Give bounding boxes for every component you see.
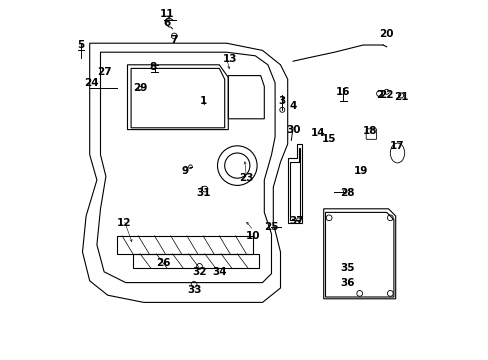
Text: 15: 15 bbox=[321, 134, 336, 144]
Text: 14: 14 bbox=[310, 128, 325, 138]
Text: 20: 20 bbox=[379, 29, 393, 39]
Text: 2: 2 bbox=[375, 90, 382, 100]
Text: 30: 30 bbox=[285, 125, 300, 135]
Text: 10: 10 bbox=[246, 231, 260, 241]
Text: 32: 32 bbox=[192, 267, 206, 277]
Text: 24: 24 bbox=[84, 78, 99, 88]
Text: 9: 9 bbox=[181, 166, 188, 176]
Text: 29: 29 bbox=[133, 83, 147, 93]
Text: 7: 7 bbox=[170, 35, 178, 45]
Text: 5: 5 bbox=[77, 40, 84, 50]
Text: 33: 33 bbox=[186, 285, 201, 295]
Text: 16: 16 bbox=[336, 87, 350, 97]
Text: 12: 12 bbox=[117, 218, 131, 228]
Text: 34: 34 bbox=[212, 267, 226, 277]
Text: 3: 3 bbox=[278, 96, 285, 106]
Text: 35: 35 bbox=[339, 263, 354, 273]
Text: 23: 23 bbox=[239, 173, 253, 183]
Text: 22: 22 bbox=[379, 90, 393, 100]
Text: 13: 13 bbox=[223, 54, 237, 64]
Text: 4: 4 bbox=[289, 101, 296, 111]
Text: 36: 36 bbox=[339, 278, 354, 288]
Text: 28: 28 bbox=[339, 188, 354, 198]
Text: 19: 19 bbox=[354, 166, 368, 176]
Text: 37: 37 bbox=[289, 216, 304, 226]
Text: 8: 8 bbox=[149, 62, 156, 72]
Text: 21: 21 bbox=[393, 92, 407, 102]
Text: 6: 6 bbox=[163, 18, 170, 28]
Text: 18: 18 bbox=[363, 126, 377, 136]
Text: 11: 11 bbox=[160, 9, 174, 19]
Text: 17: 17 bbox=[389, 141, 404, 151]
Text: 1: 1 bbox=[199, 96, 206, 106]
Text: 26: 26 bbox=[156, 258, 170, 268]
Text: 27: 27 bbox=[97, 67, 111, 77]
Text: 31: 31 bbox=[196, 188, 210, 198]
Text: 25: 25 bbox=[264, 222, 278, 232]
